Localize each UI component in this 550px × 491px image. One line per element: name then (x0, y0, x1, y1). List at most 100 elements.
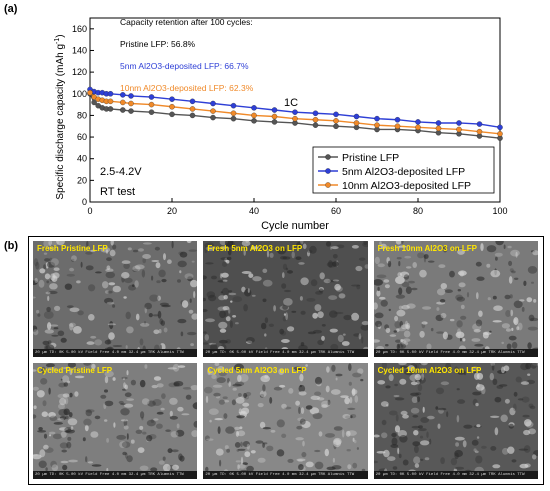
sem-scale-info: 20 µm TD: 0K 5.00 kV Field Free 4.0 mm 3… (203, 471, 368, 479)
data-point (374, 115, 380, 122)
y-tick-label: 0 (82, 197, 87, 207)
retention-pristine: Pristine LFP: 56.8% (120, 39, 196, 49)
sem-caption: Cycled 10nm Al2O3 on LFP (377, 366, 482, 375)
data-point (394, 116, 401, 123)
x-tick-label: 60 (331, 206, 341, 216)
data-point (476, 121, 483, 127)
data-point (415, 119, 421, 125)
x-tick-label: 100 (492, 206, 507, 216)
data-point (230, 102, 237, 109)
data-point (169, 111, 175, 118)
legend-marker (325, 182, 331, 188)
data-point (333, 123, 339, 129)
voltage-label: 2.5-4.2V (100, 166, 142, 178)
sem-scale-info: 20 µm TD: 0K 5.00 kV Field Free 4.0 mm 3… (373, 349, 538, 357)
data-point (353, 113, 360, 120)
legend-entry: 5nm Al2O3-deposited LFP (342, 166, 465, 178)
data-point (333, 118, 339, 124)
y-tick-label: 160 (72, 24, 87, 34)
data-point (333, 111, 339, 118)
data-point (120, 107, 126, 113)
x-tick-label: 20 (167, 206, 177, 216)
data-point (456, 120, 462, 126)
y-tick-label: 120 (72, 67, 87, 77)
data-point (189, 106, 196, 112)
chart-annotations: Capacity retention after 100 cycles: Pri… (54, 17, 329, 232)
y-axis-label: Specific discharge capacity (mAh g-1) (54, 34, 66, 199)
data-point (128, 100, 134, 107)
data-point (210, 114, 216, 121)
sem-image: Cycled 10nm Al2O3 on LFP 20 µm TD: 0K 5.0… (373, 363, 538, 479)
data-point (394, 123, 401, 129)
sem-caption: Cycled Pristine LFP (37, 366, 113, 375)
legend-marker (325, 168, 331, 174)
data-point (271, 107, 278, 113)
data-point (148, 101, 155, 108)
sem-image: Fresh Pristine LFP 20 µm TD: 0K 5.00 kV F… (33, 241, 198, 357)
x-tick-label: 80 (413, 206, 423, 216)
data-point (312, 122, 319, 128)
retention-5nm: 5nm Al2O3-deposited LFP: 66.7% (120, 61, 249, 71)
data-point (271, 113, 278, 120)
data-point (128, 108, 134, 114)
data-point (271, 119, 278, 125)
y-tick-label: 40 (77, 154, 87, 164)
sem-scale-info: 20 µm TD: 0K 5.00 kV Field Free 4.0 mm 3… (373, 471, 538, 479)
data-point (230, 115, 237, 122)
legend-entry: Pristine LFP (342, 152, 399, 164)
sem-caption: Fresh 5nm Al2O3 on LFP (207, 244, 303, 253)
condition-label: RT test (100, 186, 135, 198)
data-point (148, 94, 155, 100)
y-tick-label: 80 (77, 110, 87, 120)
data-point (230, 110, 237, 116)
sem-image: Fresh 5nm Al2O3 on LFP 20 µm TD: 0K 5.00 … (203, 241, 368, 357)
capacity-chart: 0 20 40 60 80 100 0 20 40 60 80 100 120 140 160 Capaci… (54, 17, 508, 232)
legend-frame (312, 146, 495, 194)
x-tick-label: 0 (87, 206, 92, 216)
data-point (107, 98, 114, 105)
data-point (128, 93, 134, 99)
sem-caption: Cycled 5nm Al2O3 on LFP (207, 366, 307, 375)
data-point (353, 120, 360, 126)
data-point (120, 99, 126, 106)
data-point (497, 131, 503, 137)
y-tick-label: 100 (72, 89, 87, 99)
y-tick-label: 20 (77, 175, 87, 185)
data-point (435, 125, 442, 132)
data-point (189, 98, 196, 105)
data-point (210, 100, 216, 107)
series-2 (87, 86, 503, 131)
panel-a-label: (a) (4, 3, 18, 15)
chart-series (87, 86, 503, 141)
data-point (169, 96, 175, 102)
data-point (456, 126, 462, 133)
sem-scale-info: 20 µm TD: 0K 5.00 kV Field Free 4.0 mm 3… (33, 349, 198, 357)
sem-scale-info: 20 µm TD: 0K 5.00 kV Field Free 4.0 mm 3… (203, 349, 368, 357)
retention-10nm: 10nm Al2O3-deposited LFP: 62.3% (120, 83, 254, 93)
panel-b-label: (b) (4, 240, 19, 252)
data-point (374, 122, 380, 128)
sem-scale-info: 20 µm TD: 0K 5.00 kV Field Free 4.0 mm 3… (33, 471, 198, 479)
data-point (189, 112, 196, 119)
legend-entry: 10nm Al2O3-deposited LFP (342, 180, 471, 192)
series-3 (87, 89, 503, 137)
chart-axes: 0 20 40 60 80 100 0 20 40 60 80 100 120 140 160 (72, 17, 508, 216)
data-point (312, 116, 319, 123)
data-point (210, 108, 216, 114)
data-point (107, 91, 114, 97)
sem-image: Cycled Pristine LFP 20 µm TD: 0K 5.00 kV … (33, 363, 198, 479)
y-tick-label: 140 (72, 45, 87, 55)
data-point (476, 128, 483, 135)
data-point (292, 115, 298, 122)
sem-image: Cycled 5nm Al2O3 on LFP 20 µm TD: 0K 5.00… (203, 363, 368, 479)
x-axis-label: Cycle number (261, 220, 329, 232)
chart-legend: Pristine LFP 5nm Al2O3-deposited LFP 10nm … (312, 146, 495, 194)
plot-frame (89, 17, 501, 203)
data-point (148, 109, 155, 115)
data-point (87, 89, 93, 96)
rate-label: 1C (284, 97, 298, 109)
y-tick-label: 60 (77, 132, 87, 142)
data-point (91, 99, 97, 106)
x-tick-label: 40 (249, 206, 259, 216)
data-point (169, 104, 175, 110)
